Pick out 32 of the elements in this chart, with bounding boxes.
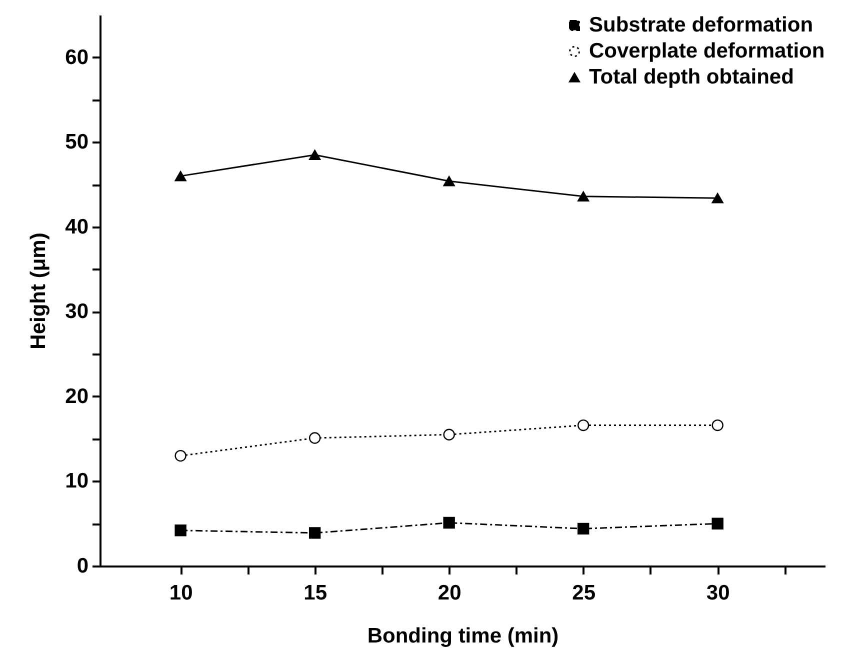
x-tick-label: 10: [169, 582, 193, 604]
x-axis-title: Bonding time (min): [367, 624, 559, 648]
point: [174, 450, 186, 462]
point: [443, 176, 455, 186]
x-tick-label: 20: [438, 582, 462, 604]
y-tick-label: 30: [65, 300, 88, 324]
y-tick-label: 10: [65, 470, 88, 493]
y-tick-label: 50: [65, 130, 88, 154]
y-tick-label: 20: [65, 384, 88, 408]
point: [308, 527, 321, 539]
legend-label: Substrate deformation: [589, 14, 814, 36]
point: [174, 524, 186, 536]
legend-label: Total depth obtained: [589, 66, 794, 88]
point: [308, 432, 321, 444]
point: [308, 150, 321, 160]
x-tick-label: 30: [706, 582, 730, 604]
y-tick-label: 0: [76, 554, 88, 578]
point: [174, 170, 186, 182]
point: [712, 192, 724, 204]
y-tick-label: 60: [65, 46, 88, 69]
point: [443, 428, 455, 440]
point: [577, 191, 590, 202]
legend-label: Coverplate deformation: [589, 40, 825, 62]
point: [712, 518, 724, 530]
point: [443, 516, 455, 529]
point: [712, 419, 724, 432]
y-tick-label: 40: [65, 215, 88, 238]
x-tick-label: 25: [572, 582, 596, 604]
x-tick-label: 15: [304, 582, 328, 604]
point: [577, 419, 590, 432]
y-axis-title: Height (μm): [27, 232, 50, 350]
point: [577, 522, 590, 535]
